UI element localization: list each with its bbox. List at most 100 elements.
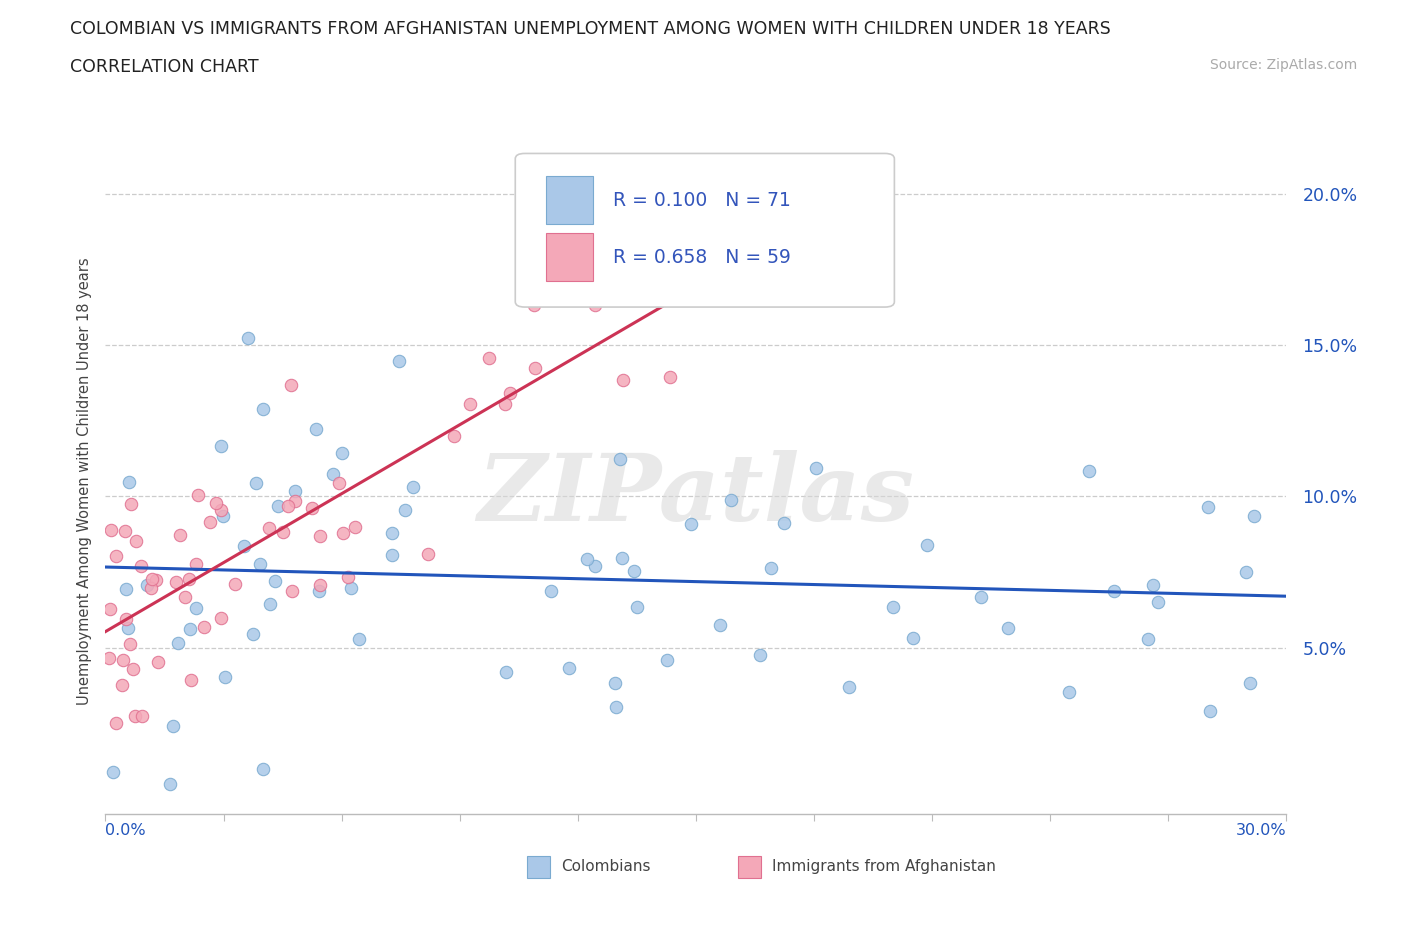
Point bbox=[180, 672, 202, 687]
Point bbox=[606, 259, 628, 274]
Point bbox=[124, 533, 146, 548]
Point bbox=[759, 561, 782, 576]
Point bbox=[249, 557, 271, 572]
Point bbox=[337, 569, 360, 584]
Point bbox=[576, 551, 599, 566]
Point bbox=[277, 498, 299, 513]
Point bbox=[131, 709, 153, 724]
Point bbox=[657, 652, 679, 667]
Point bbox=[495, 665, 517, 680]
Text: R = 0.658   N = 59: R = 0.658 N = 59 bbox=[613, 247, 792, 267]
Point bbox=[806, 460, 828, 475]
Point bbox=[749, 647, 772, 662]
Point bbox=[117, 620, 139, 635]
Point bbox=[1197, 499, 1219, 514]
Point bbox=[242, 626, 264, 641]
Point bbox=[460, 396, 482, 411]
Point bbox=[111, 678, 134, 693]
Point bbox=[145, 573, 167, 588]
Point bbox=[394, 502, 416, 517]
Point bbox=[257, 521, 280, 536]
Point bbox=[901, 630, 924, 644]
Point bbox=[184, 556, 207, 571]
Point bbox=[236, 330, 259, 345]
Point bbox=[322, 466, 344, 481]
Point bbox=[209, 611, 232, 626]
Point bbox=[330, 445, 353, 460]
Point bbox=[115, 611, 138, 626]
Point bbox=[146, 655, 169, 670]
Point bbox=[112, 653, 135, 668]
Point bbox=[478, 351, 501, 365]
Point bbox=[626, 600, 648, 615]
Point bbox=[917, 538, 939, 552]
Point bbox=[328, 476, 350, 491]
Point bbox=[115, 581, 138, 596]
Point bbox=[179, 621, 201, 636]
Point bbox=[1147, 595, 1170, 610]
Point bbox=[609, 452, 631, 467]
Text: Colombians: Colombians bbox=[561, 859, 651, 874]
Point bbox=[252, 402, 274, 417]
Text: COLOMBIAN VS IMMIGRANTS FROM AFGHANISTAN UNEMPLOYMENT AMONG WOMEN WITH CHILDREN : COLOMBIAN VS IMMIGRANTS FROM AFGHANISTAN… bbox=[70, 20, 1111, 38]
Point bbox=[605, 700, 627, 715]
Point bbox=[105, 715, 128, 730]
Point bbox=[209, 438, 232, 453]
Point bbox=[252, 762, 274, 777]
Point bbox=[136, 578, 159, 592]
Point bbox=[98, 602, 121, 617]
Text: ZIPatlas: ZIPatlas bbox=[478, 449, 914, 539]
Point bbox=[205, 496, 228, 511]
Point bbox=[997, 621, 1019, 636]
FancyBboxPatch shape bbox=[546, 233, 593, 281]
Point bbox=[129, 559, 152, 574]
Point bbox=[193, 620, 215, 635]
Point bbox=[1137, 631, 1160, 646]
Point bbox=[118, 637, 141, 652]
Point bbox=[1059, 685, 1081, 700]
Point bbox=[259, 597, 281, 612]
Point bbox=[232, 538, 254, 553]
Point bbox=[159, 776, 181, 790]
Point bbox=[970, 590, 993, 604]
Text: 30.0%: 30.0% bbox=[1236, 823, 1286, 838]
Point bbox=[838, 679, 860, 694]
Point bbox=[305, 422, 328, 437]
Point bbox=[281, 584, 304, 599]
Point bbox=[1077, 463, 1099, 478]
Point bbox=[558, 661, 581, 676]
Point bbox=[98, 651, 121, 666]
Point bbox=[105, 549, 128, 564]
Point bbox=[100, 523, 122, 538]
Point bbox=[141, 580, 163, 595]
Point bbox=[103, 764, 125, 779]
Point bbox=[284, 494, 307, 509]
Point bbox=[124, 709, 146, 724]
Point bbox=[443, 429, 465, 444]
Point bbox=[214, 670, 236, 684]
Point bbox=[198, 514, 221, 529]
Point bbox=[1142, 578, 1164, 592]
Point bbox=[1234, 565, 1257, 579]
Point bbox=[523, 360, 546, 375]
Point bbox=[332, 525, 354, 540]
Point bbox=[173, 590, 195, 604]
Point bbox=[402, 480, 425, 495]
Point bbox=[121, 661, 143, 676]
Point bbox=[540, 583, 562, 598]
Point bbox=[679, 517, 702, 532]
Point bbox=[623, 564, 645, 578]
Point bbox=[720, 493, 742, 508]
Point bbox=[309, 528, 332, 543]
Point bbox=[610, 551, 633, 565]
Point bbox=[583, 298, 606, 312]
Point bbox=[271, 525, 294, 539]
Point bbox=[418, 546, 440, 561]
Point bbox=[114, 524, 136, 538]
Point bbox=[169, 527, 191, 542]
Point bbox=[340, 580, 363, 595]
Point bbox=[572, 290, 595, 305]
Point bbox=[381, 525, 404, 540]
Point bbox=[1199, 704, 1222, 719]
Point bbox=[772, 515, 794, 530]
